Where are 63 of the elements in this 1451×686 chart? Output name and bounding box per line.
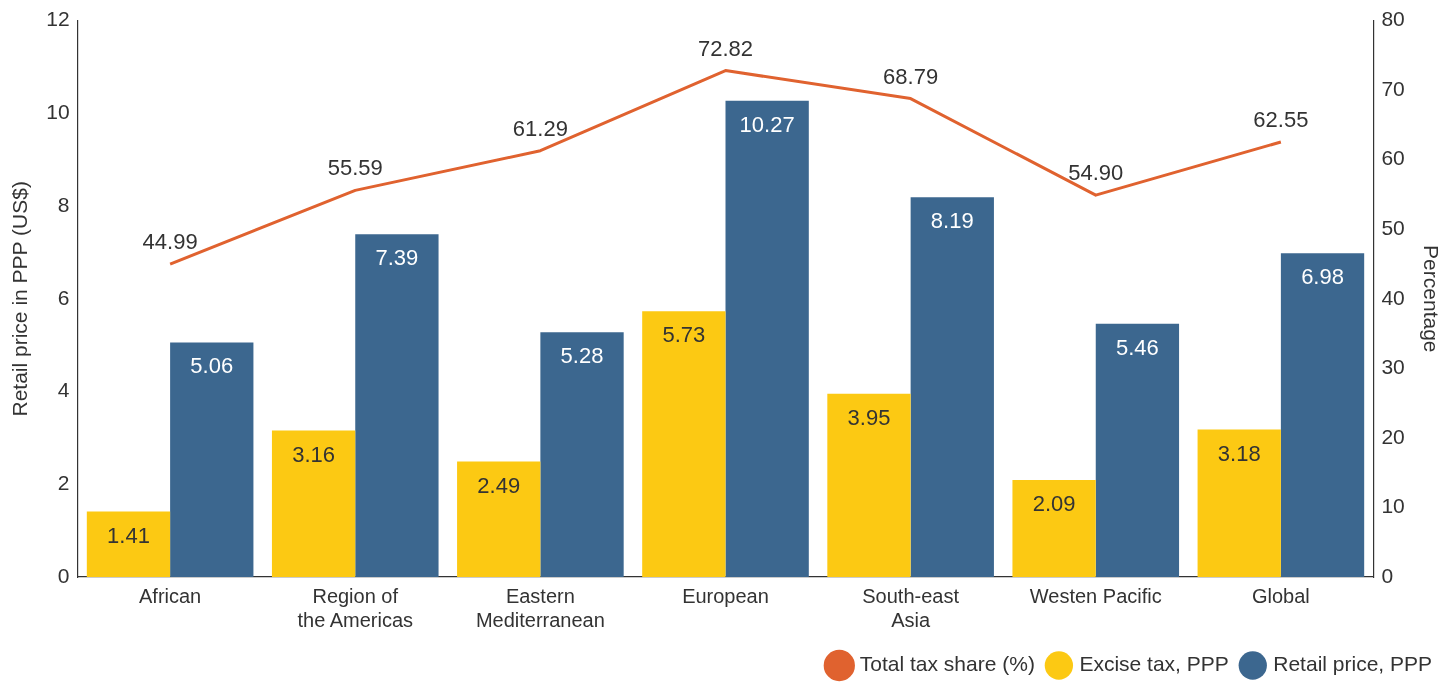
data-label: 1.41 — [107, 522, 150, 548]
bar — [1095, 323, 1180, 577]
bar — [1280, 253, 1365, 577]
y-tick-label: 10 — [46, 100, 70, 124]
data-label: 54.90 — [1068, 160, 1124, 186]
y2-axis-title: Percentage — [1419, 245, 1443, 353]
y2-tick-label: 60 — [1381, 146, 1405, 170]
y2-tick-label: 70 — [1381, 76, 1405, 100]
bar — [910, 197, 994, 577]
x-tick-label: European — [682, 584, 769, 607]
data-label: 5.46 — [1115, 334, 1159, 360]
y-tick-label: 8 — [57, 192, 70, 216]
y2-tick-label: 80 — [1381, 7, 1405, 31]
x-tick-label: South-east Asia — [862, 584, 960, 631]
data-label: 44.99 — [142, 229, 198, 255]
data-label: 5.06 — [190, 353, 234, 379]
data-label: 10.27 — [739, 111, 795, 137]
bar — [642, 311, 726, 577]
bar — [170, 342, 254, 577]
bar — [1197, 429, 1281, 577]
bar — [457, 461, 541, 577]
data-label: 5.73 — [662, 322, 706, 348]
data-label: 5.28 — [560, 343, 604, 369]
x-tick-label: African — [139, 584, 202, 607]
data-label: 61.29 — [512, 115, 568, 141]
data-label: 2.09 — [1032, 491, 1076, 517]
legend-label: Excise tax, PPP — [1079, 652, 1229, 676]
y-tick-label: 12 — [46, 7, 70, 31]
bar — [540, 332, 624, 577]
y-tick-label: 6 — [57, 285, 70, 309]
data-label: 8.19 — [930, 208, 974, 234]
data-label: 72.82 — [697, 35, 754, 61]
y-tick-label: 4 — [57, 378, 70, 402]
bar — [725, 100, 809, 577]
data-label: 3.16 — [292, 441, 336, 467]
data-label: 2.49 — [477, 472, 521, 498]
y-axis-title: Retail price in PPP (US$) — [8, 181, 32, 417]
x-tick-label: Global — [1251, 584, 1310, 607]
data-label: 3.18 — [1217, 440, 1261, 466]
data-label: 55.59 — [327, 155, 383, 181]
x-tick-label: Eastern Mediterranean — [475, 584, 605, 631]
bar — [86, 511, 171, 577]
bar — [271, 430, 356, 577]
legend-label: Total tax share (%) — [859, 652, 1035, 676]
bar — [355, 234, 439, 577]
data-label: 3.95 — [847, 404, 891, 430]
data-label: 7.39 — [375, 245, 419, 271]
data-label: 68.79 — [883, 63, 939, 89]
data-label: 62.55 — [1253, 107, 1309, 133]
y-tick-label: 2 — [57, 471, 70, 495]
data-label: 6.98 — [1301, 264, 1344, 290]
bar — [827, 393, 911, 577]
y2-tick-label: 0 — [1381, 563, 1394, 587]
y2-tick-label: 10 — [1381, 494, 1405, 518]
y-tick-label: 0 — [57, 563, 70, 587]
y2-tick-label: 40 — [1381, 285, 1405, 309]
bar — [1012, 480, 1096, 577]
y2-tick-label: 20 — [1381, 424, 1405, 448]
x-tick-label: Region of the Americas — [297, 584, 414, 631]
y2-tick-label: 50 — [1381, 216, 1405, 240]
legend-label: Retail price, PPP — [1273, 652, 1432, 676]
x-tick-label: Westen Pacific — [1029, 584, 1162, 607]
y2-tick-label: 30 — [1381, 355, 1405, 379]
